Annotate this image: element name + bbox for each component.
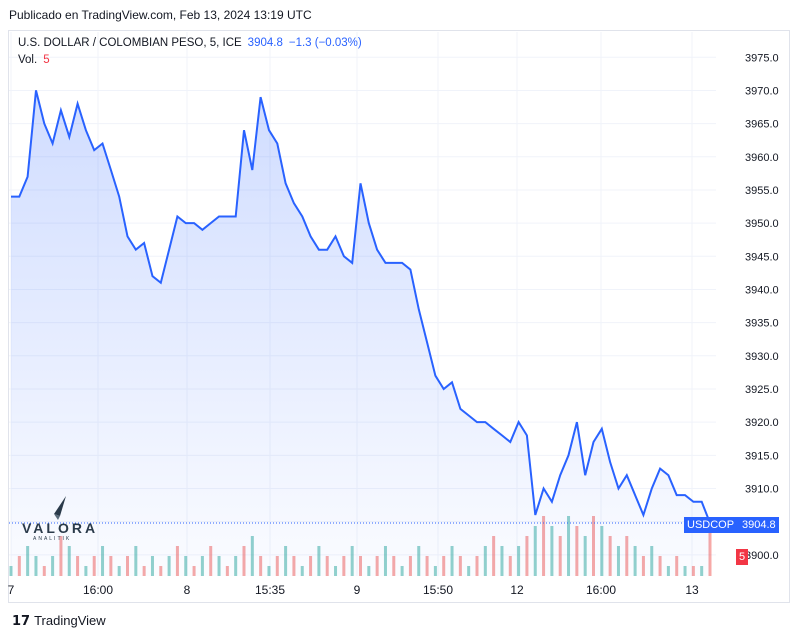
y-tick-label: 3925.0 [745,384,779,396]
y-tick-label: 3970.0 [745,85,779,97]
last-price: 3904.8 [247,37,283,49]
y-tick-label: 3975.0 [745,52,779,64]
x-tick-label: 16:00 [83,583,113,597]
chart-frame [8,30,790,603]
y-tick-label: 3920.0 [745,417,779,429]
tradingview-logo-icon: 𝟭𝟳 [12,613,31,628]
volume-label: Vol. [18,54,38,66]
x-tick-label: 15:50 [423,583,453,597]
logo-subtitle: ANALITIK [33,536,72,542]
tag-symbol: USDCOP [687,519,735,531]
valora-logo-icon [54,496,66,520]
y-tick-label: 3955.0 [745,185,779,197]
footer-brand[interactable]: 𝟭𝟳 TradingView [12,613,106,629]
chart-legend: U.S. DOLLAR / COLOMBIAN PESO, 5, ICE 3904… [18,35,362,69]
x-tick-label: 8 [184,583,191,597]
y-tick-label: 3940.0 [745,284,779,296]
logo-wordmark: VALORA [22,520,99,536]
symbol-label: U.S. DOLLAR / COLOMBIAN PESO, 5, ICE [18,37,242,49]
y-tick-label: 3960.0 [745,152,779,164]
x-tick-label: 9 [354,583,361,597]
volume-tag: 5 [736,549,749,565]
y-tick-label: 3915.0 [745,450,779,462]
footer-brand-label: TradingView [34,613,106,628]
tag-volume: 5 [739,551,746,563]
y-tick-label: 3930.0 [745,351,779,363]
x-tick-label: 7 [8,583,15,597]
x-axis: 7 16:00 8 15:35 9 15:50 12 16:00 13 [8,583,699,597]
x-tick-label: 16:00 [586,583,616,597]
tag-price: 3904.8 [742,519,776,531]
symbol-price-tag: USDCOP [684,517,738,533]
price-line [11,90,711,524]
x-tick-label: 13 [685,583,699,597]
y-tick-label: 3945.0 [745,251,779,263]
price-change: −1.3 (−0.03%) [288,37,362,49]
price-area [11,90,710,577]
y-axis: 3975.0 3970.0 3965.0 3960.0 3955.0 3950.0 3945… [745,52,779,562]
y-tick-label: 3950.0 [745,218,779,230]
x-tick-label: 12 [510,583,524,597]
last-price-tag: 3904.8 [736,517,779,533]
volume-value: 5 [43,54,50,66]
published-caption: Publicado en TradingView.com, Feb 13, 20… [9,8,312,22]
x-tick-label: 15:35 [255,583,285,597]
y-tick-label: 3935.0 [745,318,779,330]
y-tick-label: 3900.0 [745,550,779,562]
y-tick-label: 3910.0 [745,483,779,495]
y-tick-label: 3965.0 [745,119,779,131]
